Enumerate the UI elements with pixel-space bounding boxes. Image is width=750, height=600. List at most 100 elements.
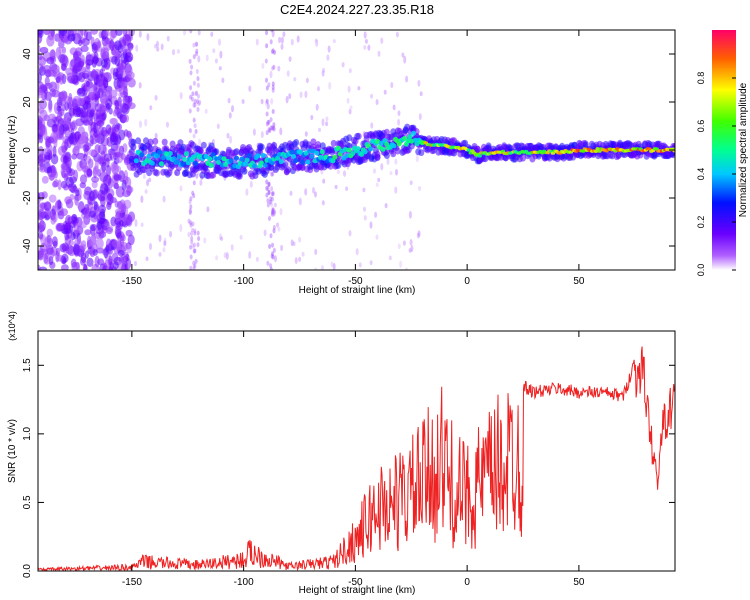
heatmap-cell — [176, 154, 182, 160]
heatmap-cell — [92, 249, 98, 256]
heatmap-cell — [193, 98, 197, 104]
heatmap-cell — [63, 173, 69, 182]
heatmap-cell — [154, 43, 157, 49]
heatmap-cell — [147, 138, 154, 146]
heatmap-cell — [304, 131, 308, 137]
heatmap-cell — [212, 48, 216, 54]
heatmap-cell — [118, 129, 126, 141]
heatmap-cell — [188, 58, 192, 64]
heatmap-cell — [117, 73, 123, 82]
heatmap-cell — [166, 121, 169, 128]
heatmap-cell — [86, 168, 93, 177]
heatmap-cell — [218, 38, 221, 46]
heatmap-cell — [59, 53, 68, 66]
heatmap-cell — [193, 102, 197, 108]
heatmap-cell — [134, 219, 138, 227]
colorbar-tick-label: 0.6 — [696, 120, 706, 133]
heatmap-cell — [105, 87, 113, 95]
heatmap-cell — [72, 243, 80, 256]
y-tick-label: 0 — [22, 147, 33, 153]
heatmap-cell — [409, 180, 413, 186]
heatmap-cell — [140, 195, 144, 203]
heatmap-cell — [265, 111, 269, 117]
heatmap-cell — [194, 91, 198, 97]
heatmap-cell — [344, 153, 350, 159]
heatmap-cell — [368, 146, 374, 152]
heatmap-cell — [198, 99, 202, 106]
x-tick-label: -150 — [122, 577, 142, 588]
heatmap-cell — [305, 159, 311, 165]
heatmap-cell — [264, 100, 268, 106]
heatmap-cell — [377, 144, 382, 150]
heatmap-cell — [314, 191, 317, 198]
y-multiplier-label: (x10^4) — [7, 311, 17, 341]
heatmap-cell — [153, 169, 160, 177]
heatmap-cell — [116, 123, 123, 131]
heatmap-cell — [111, 55, 118, 65]
heatmap-cell — [114, 40, 122, 51]
heatmap-cell — [196, 242, 200, 248]
heatmap-cell — [192, 265, 196, 270]
heatmap-cell — [315, 39, 319, 47]
heatmap-cell — [110, 118, 118, 125]
heatmap-cell — [119, 199, 126, 211]
heatmap-cell — [67, 33, 75, 42]
chart-title: C2E4.2024.227.23.35.R18 — [280, 2, 434, 17]
heatmap-cell — [114, 151, 121, 158]
heatmap-cell — [395, 168, 398, 176]
heatmap-cell — [39, 219, 45, 229]
heatmap-cell — [126, 217, 133, 227]
heatmap-cell — [179, 223, 183, 232]
heatmap-cell — [417, 79, 421, 87]
heatmap-cell — [288, 93, 292, 100]
heatmap-cell — [183, 30, 186, 36]
heatmap-cell — [39, 109, 48, 122]
heatmap-cell — [48, 144, 53, 154]
heatmap-cell — [380, 146, 386, 152]
heatmap-cell — [384, 202, 388, 209]
heatmap-cell — [196, 107, 200, 112]
heatmap-cell — [88, 210, 96, 218]
heatmap-cell — [194, 258, 198, 264]
x-tick-label: 0 — [464, 577, 470, 588]
heatmap-cell — [242, 161, 248, 167]
heatmap-cell — [38, 266, 48, 270]
heatmap-cell — [75, 261, 80, 270]
y-tick-label: 40 — [22, 48, 33, 60]
heatmap-cell — [248, 251, 252, 259]
heatmap-cell — [38, 230, 44, 240]
x-tick-label: 0 — [464, 276, 470, 287]
heatmap-cell — [228, 158, 234, 164]
heatmap-cell — [87, 119, 94, 126]
heatmap-cell — [289, 149, 295, 155]
colorbar-tick-label: 0.4 — [696, 168, 706, 181]
heatmap-cell — [63, 120, 68, 127]
heatmap-cell — [249, 180, 253, 188]
y-tick-label: -40 — [22, 238, 33, 253]
heatmap-cell — [266, 103, 270, 110]
heatmap-cell — [394, 147, 401, 155]
heatmap-cell — [401, 52, 405, 58]
heatmap-cell — [189, 265, 193, 270]
heatmap-cell — [98, 211, 106, 220]
heatmap-cell — [192, 193, 196, 199]
heatmap-cell — [388, 255, 392, 261]
heatmap-cell — [205, 54, 209, 62]
heatmap-cell — [312, 186, 315, 194]
heatmap-cell — [114, 100, 120, 110]
heatmap-cell — [326, 54, 330, 61]
heatmap-cell — [218, 66, 222, 71]
heatmap-cell — [138, 82, 142, 89]
heatmap-cell — [149, 105, 153, 111]
heatmap-cell — [74, 131, 81, 140]
heatmap-cell — [89, 235, 97, 246]
heatmap-cell — [271, 254, 275, 260]
heatmap-cell — [402, 240, 406, 246]
heatmap-cell — [322, 178, 326, 184]
heatmap-cell — [161, 138, 168, 146]
heatmap-cell — [389, 171, 393, 176]
heatmap-cell — [273, 49, 276, 55]
heatmap-cell — [206, 206, 210, 213]
heatmap-cell — [189, 220, 193, 226]
heatmap-cell — [348, 68, 352, 74]
